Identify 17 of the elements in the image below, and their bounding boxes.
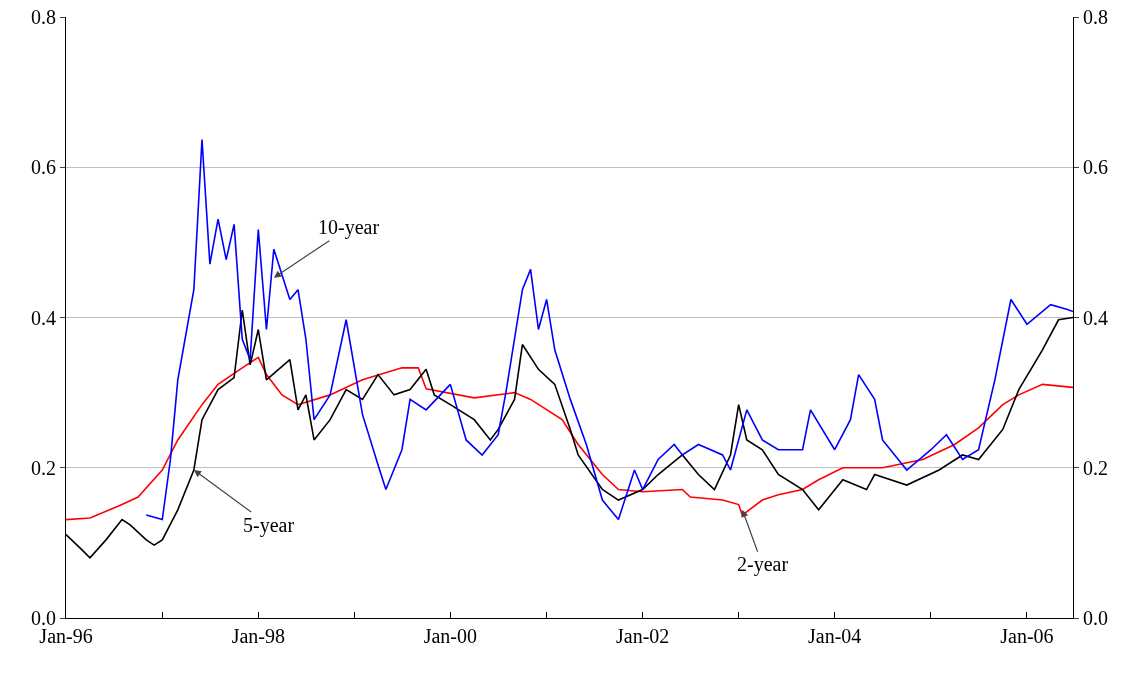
x-tick-label: Jan-02 [615,625,670,647]
y-tick-label: 0.8 [31,6,56,28]
y2-tick-label: 0.2 [1083,456,1108,479]
y-tick-label: 0.6 [31,156,56,179]
x-tick-label: Jan-06 [1000,625,1054,647]
y2-tick-label: 0.4 [1083,306,1108,329]
x-tick-label: Jan-00 [423,625,477,647]
y2-tick-label: 0.0 [1083,607,1108,629]
x-tick-label: Jan-98 [231,625,285,647]
annotation: 10-year [318,216,380,239]
annotation: 5-year [243,514,295,537]
annotation: 2-year [737,553,789,576]
y2-tick-label: 0.8 [1083,6,1108,28]
y-tick-label: 0.2 [31,456,56,479]
y-tick-label: 0.4 [31,306,56,329]
x-tick-label: Jan-04 [808,625,862,647]
y2-tick-label: 0.6 [1083,156,1108,179]
